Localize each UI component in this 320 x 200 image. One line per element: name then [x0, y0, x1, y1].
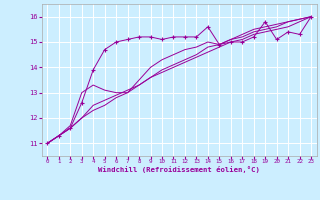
X-axis label: Windchill (Refroidissement éolien,°C): Windchill (Refroidissement éolien,°C): [98, 166, 260, 173]
